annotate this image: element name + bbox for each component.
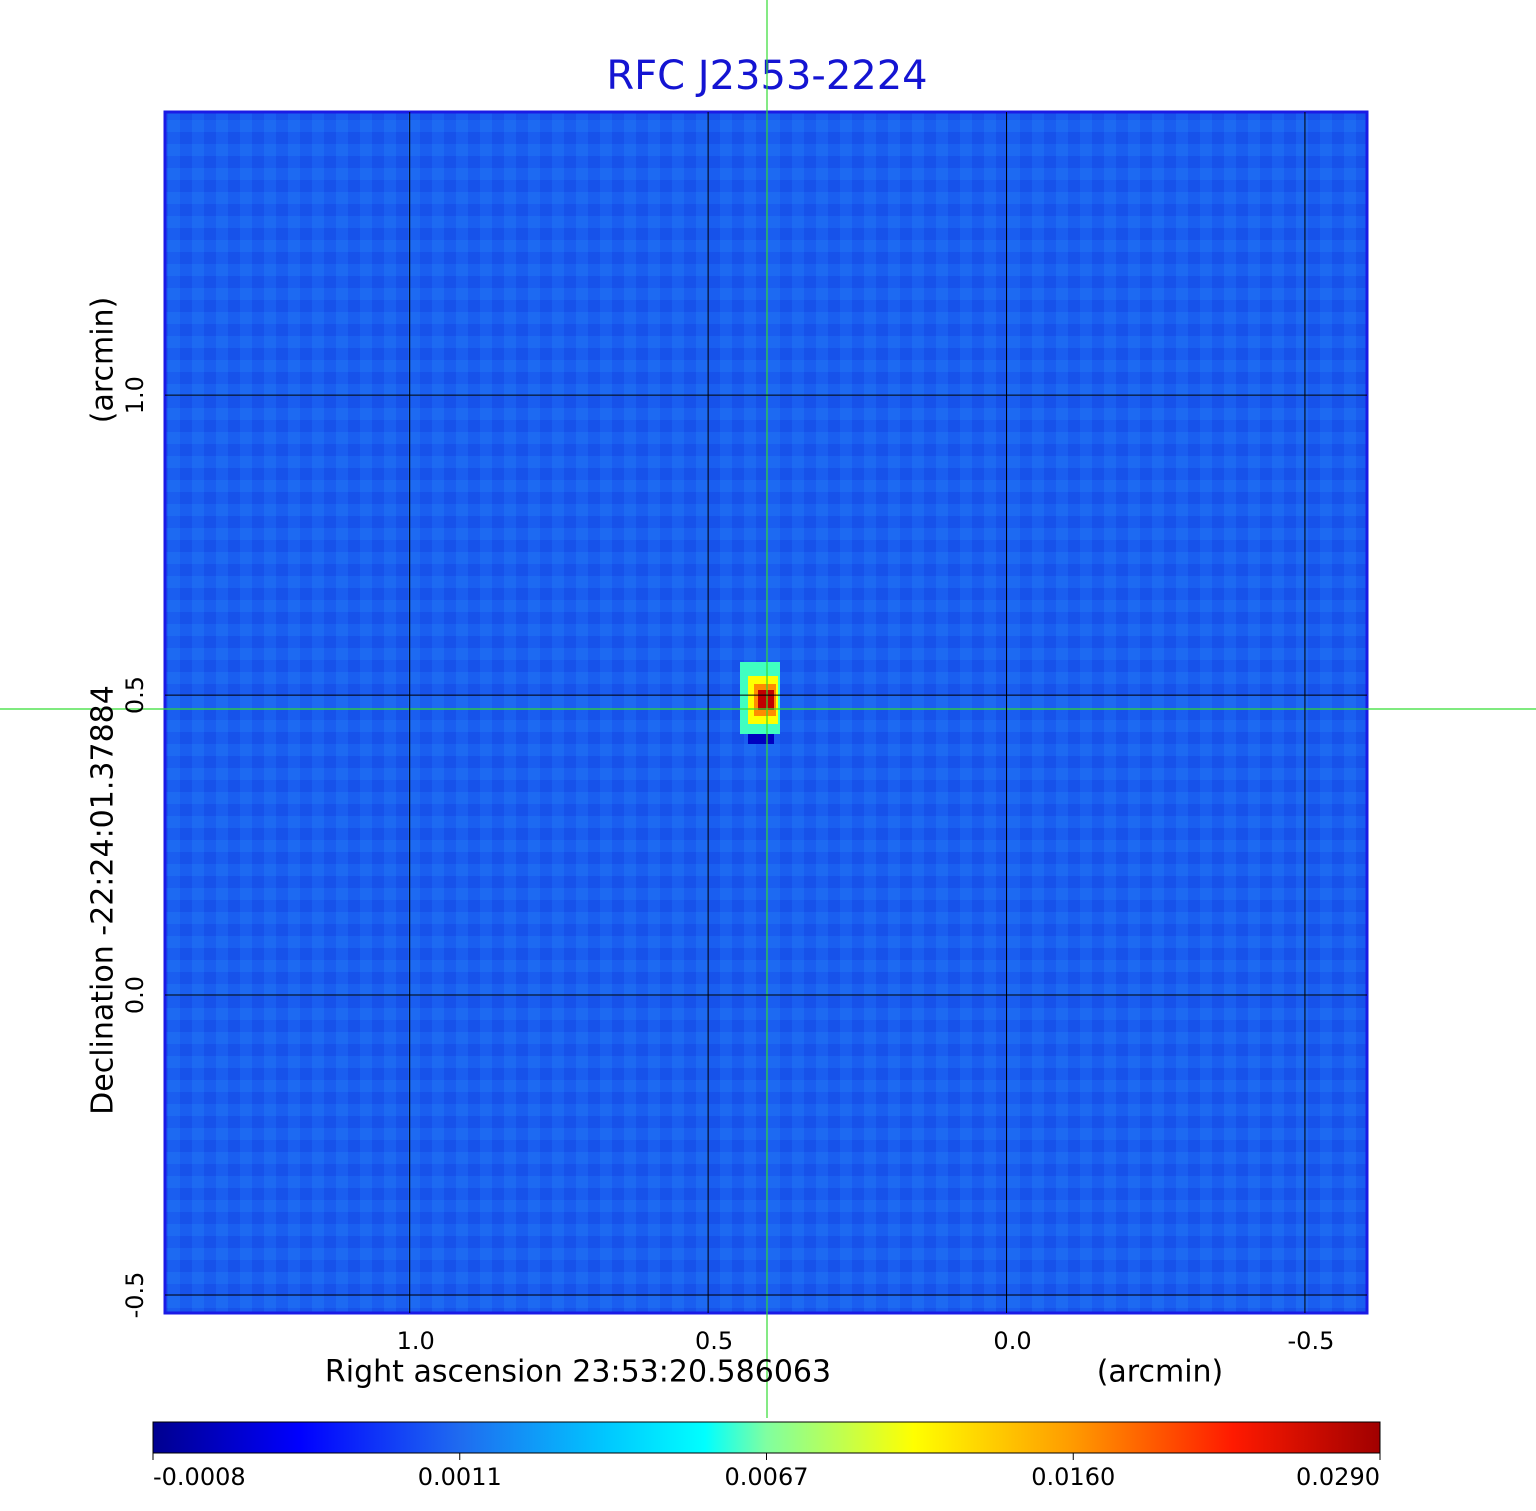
colorbar-tick-label: 0.0067 [725,1463,809,1491]
x-tick-label: 0.0 [993,1327,1031,1355]
y-axis-label: Declination -22:24:01.37884 [86,685,121,1115]
x-axis-label: Right ascension 23:53:20.586063 [325,1355,831,1390]
colorbar-tick-label: 0.0011 [418,1463,502,1491]
colorbar [152,1421,1381,1454]
x-axis-unit: (arcmin) [1097,1355,1224,1390]
y-tick-label: 0.0 [121,976,149,1014]
x-tick-label: -0.5 [1288,1327,1335,1355]
y-tick-label: 0.5 [121,676,149,714]
y-tick-label: 1.0 [121,376,149,414]
x-tick-label: 1.0 [397,1327,435,1355]
y-axis-unit: (arcmin) [86,297,121,424]
y-tick-label: -0.5 [121,1272,149,1319]
source [740,662,780,744]
x-tick-label: 0.5 [695,1327,733,1355]
colorbar-tick-label: 0.0160 [1031,1463,1115,1491]
colorbar-tick-label: 0.0290 [1296,1463,1380,1491]
colorbar-tick-label: -0.0008 [153,1463,246,1491]
